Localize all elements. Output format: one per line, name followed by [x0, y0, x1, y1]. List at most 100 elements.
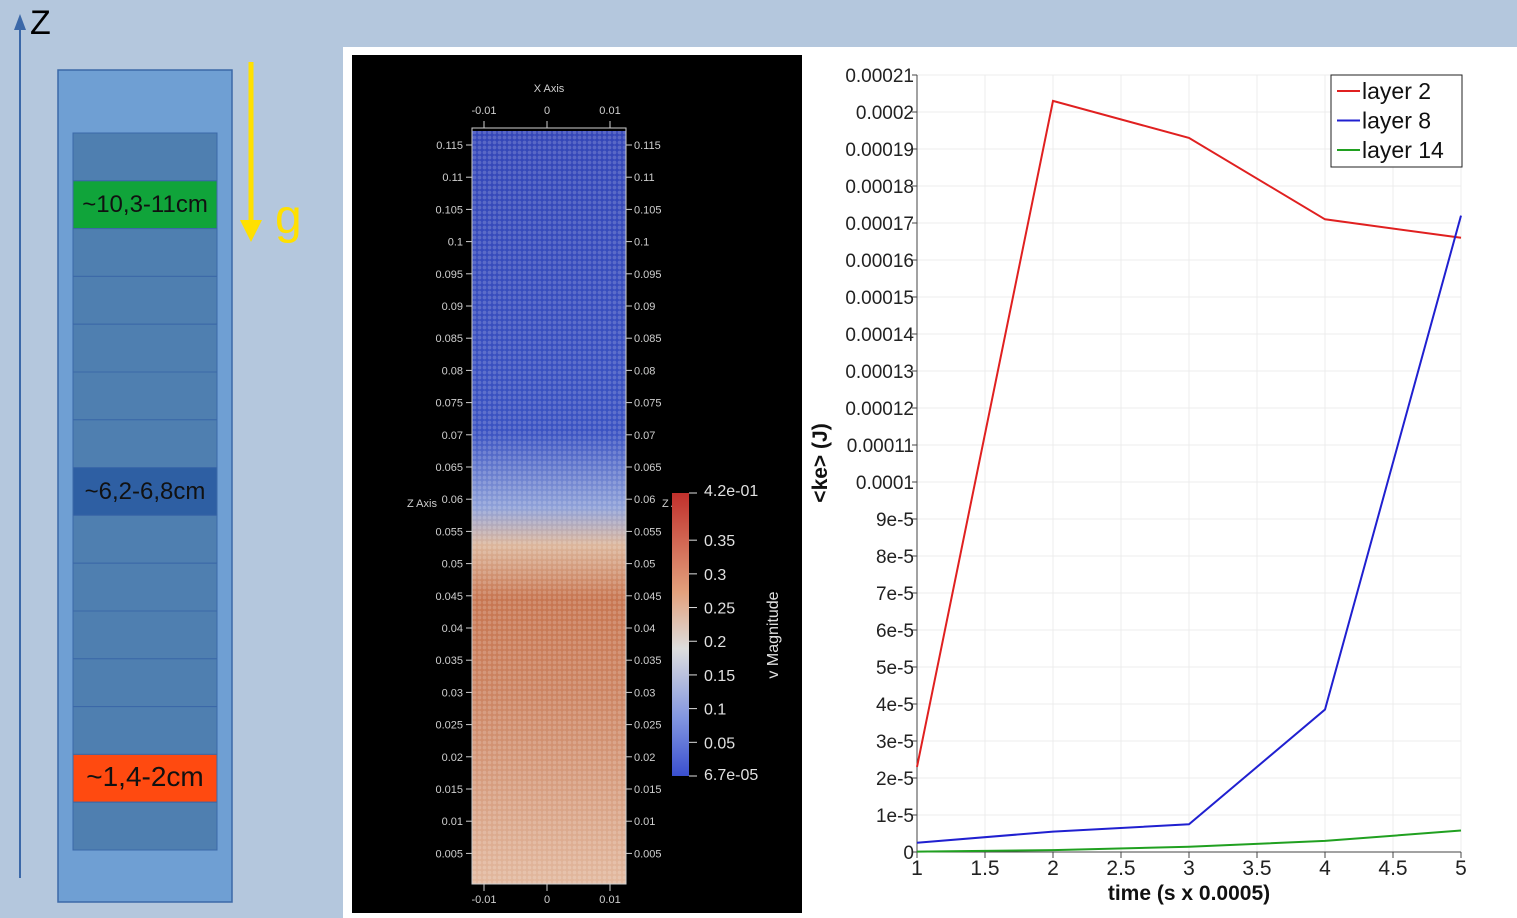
z-tick-label: 0.1: [448, 237, 463, 249]
colorbar-min-label: 6.7e-05: [704, 767, 758, 784]
y-tick-label: 0.00021: [845, 66, 914, 87]
x-tick-label: 0: [544, 894, 550, 906]
z-tick-label: 0.09: [442, 301, 463, 313]
y-tick-label: 0.00019: [845, 140, 914, 161]
x-axis-label: time (s x 0.0005): [1108, 882, 1270, 905]
z-tick-label: 0.06: [634, 494, 655, 506]
legend-label: layer 14: [1362, 137, 1444, 163]
y-tick-label: 0.00016: [845, 251, 914, 272]
x-tick-label: 5: [1455, 857, 1467, 880]
gravity-arrowhead-icon: [240, 220, 262, 242]
layer-3: [72, 228, 218, 277]
z-tick-label: 0.01: [634, 816, 655, 828]
y-tick-label: 9e-5: [876, 510, 914, 531]
layer-8: [72, 467, 218, 516]
z-tick-label: 0.1: [634, 237, 649, 249]
z-tick-label: 0.07: [634, 430, 655, 442]
legend: layer 2 layer 8 layer 14: [1330, 74, 1463, 168]
y-tick-label: 0.00018: [845, 177, 914, 198]
z-tick-label: 0.07: [442, 430, 463, 442]
layer-6: [72, 371, 218, 421]
z-tick-label: 0.005: [435, 848, 463, 860]
z-tick-label: 0.02: [634, 752, 655, 764]
z-tick-label: 0.015: [435, 784, 463, 796]
z-tick-label: 0.055: [435, 526, 463, 538]
colorbar-title: v Magnitude: [765, 591, 782, 678]
z-tick-label: 0.025: [634, 720, 662, 732]
x-tick-label: 1.5: [970, 857, 999, 880]
z-tick-label: 0.11: [442, 172, 463, 184]
z-tick-label: 0.04: [442, 623, 463, 635]
z-tick-label: 0.04: [634, 623, 655, 635]
x-tick-label: 3.5: [1242, 857, 1271, 880]
z-tick-label: 0.06: [442, 494, 463, 506]
y-axis-label: <ke> (J): [809, 423, 832, 502]
x-tick-label: 0: [544, 105, 550, 117]
y-tick-label: 7e-5: [876, 584, 914, 605]
z-tick-label: 0.035: [435, 655, 463, 667]
colorbar: [672, 493, 689, 776]
x-tick-label: 0.01: [599, 894, 620, 906]
y-tick-label: 0.0002: [856, 103, 914, 124]
z-tick-label: 0.08: [634, 365, 655, 377]
z-axis-label: Z: [30, 4, 51, 42]
z-tick-label: 0.045: [634, 591, 662, 603]
z-tick-label: 0.11: [634, 172, 655, 184]
y-tick-label: 0: [903, 843, 914, 864]
z-tick-label: 0.055: [634, 526, 662, 538]
layer-15: [72, 801, 218, 851]
z-tick-label: 0.01: [442, 816, 463, 828]
z-tick-label: 0.025: [435, 720, 463, 732]
y-tick-label: 0.0001: [856, 473, 914, 494]
colorbar-tick-label: 0.35: [704, 533, 735, 550]
z-tick-label: 0.085: [435, 333, 463, 345]
y-tick-label: 0.00011: [847, 436, 914, 457]
z-tick-label: 0.105: [634, 204, 662, 216]
x-axis-title: X Axis: [534, 83, 565, 95]
x-tick-label: 4: [1319, 857, 1331, 880]
layer-1: [72, 132, 218, 182]
kinetic-energy-chart: 0 1e-5 2e-5 3e-5 4e-5 5e-5 6e-5 7e-5 8e-5 9e-5 0.0…: [809, 66, 1467, 905]
layer-10: [72, 562, 218, 612]
colorbar-tick-label: 0.05: [704, 735, 735, 752]
axis-box: [471, 127, 627, 885]
z-tick-label: 0.05: [634, 559, 655, 571]
z-tick-label: 0.065: [634, 462, 662, 474]
x-tick-label: 2.5: [1106, 857, 1135, 880]
layer-label: ~1,4-2cm: [86, 761, 204, 793]
layer-2: [72, 180, 218, 230]
z-tick-label: 0.03: [634, 687, 655, 699]
y-tick-label: 3e-5: [876, 732, 914, 753]
legend-label: layer 2: [1362, 78, 1431, 104]
layer-diagram: [14, 14, 262, 903]
legend-label: layer 8: [1362, 108, 1431, 134]
y-tick-label: 6e-5: [876, 621, 914, 642]
z-axis-title: Z Axis: [407, 498, 437, 510]
z-tick-label: 0.115: [634, 140, 661, 152]
layer-11: [72, 610, 218, 660]
layer-13: [72, 706, 218, 755]
particle-texture: [472, 131, 626, 884]
layer-label: ~10,3-11cm: [82, 190, 208, 218]
z-tick-label: 0.035: [634, 655, 662, 667]
z-tick-label: 0.105: [435, 204, 463, 216]
z-tick-label: 0.08: [442, 365, 463, 377]
z-tick-label: 0.09: [634, 301, 655, 313]
layer-9: [72, 514, 218, 564]
z-tick-label: 0.095: [634, 269, 662, 281]
z-tick-label: 0.075: [634, 398, 662, 410]
y-tick-label: 4e-5: [876, 695, 914, 716]
z-tick-label: 0.03: [442, 687, 463, 699]
layer-7: [72, 419, 218, 469]
layer-5: [72, 323, 218, 373]
z-tick-label: 0.115: [436, 140, 463, 152]
colorbar-max-label: 4.2e-01: [704, 483, 758, 500]
z-tick-label: 0.02: [442, 752, 463, 764]
colorbar-tick-label: 0.15: [704, 668, 735, 685]
y-tick-label: 0.00012: [845, 399, 914, 420]
y-tick-label: 1e-5: [876, 806, 914, 827]
y-tick-label: 0.00017: [845, 214, 914, 235]
layer-12: [72, 658, 218, 708]
z-tick-label: 0.015: [634, 784, 662, 796]
colorbar-tick-label: 0.1: [704, 702, 726, 719]
